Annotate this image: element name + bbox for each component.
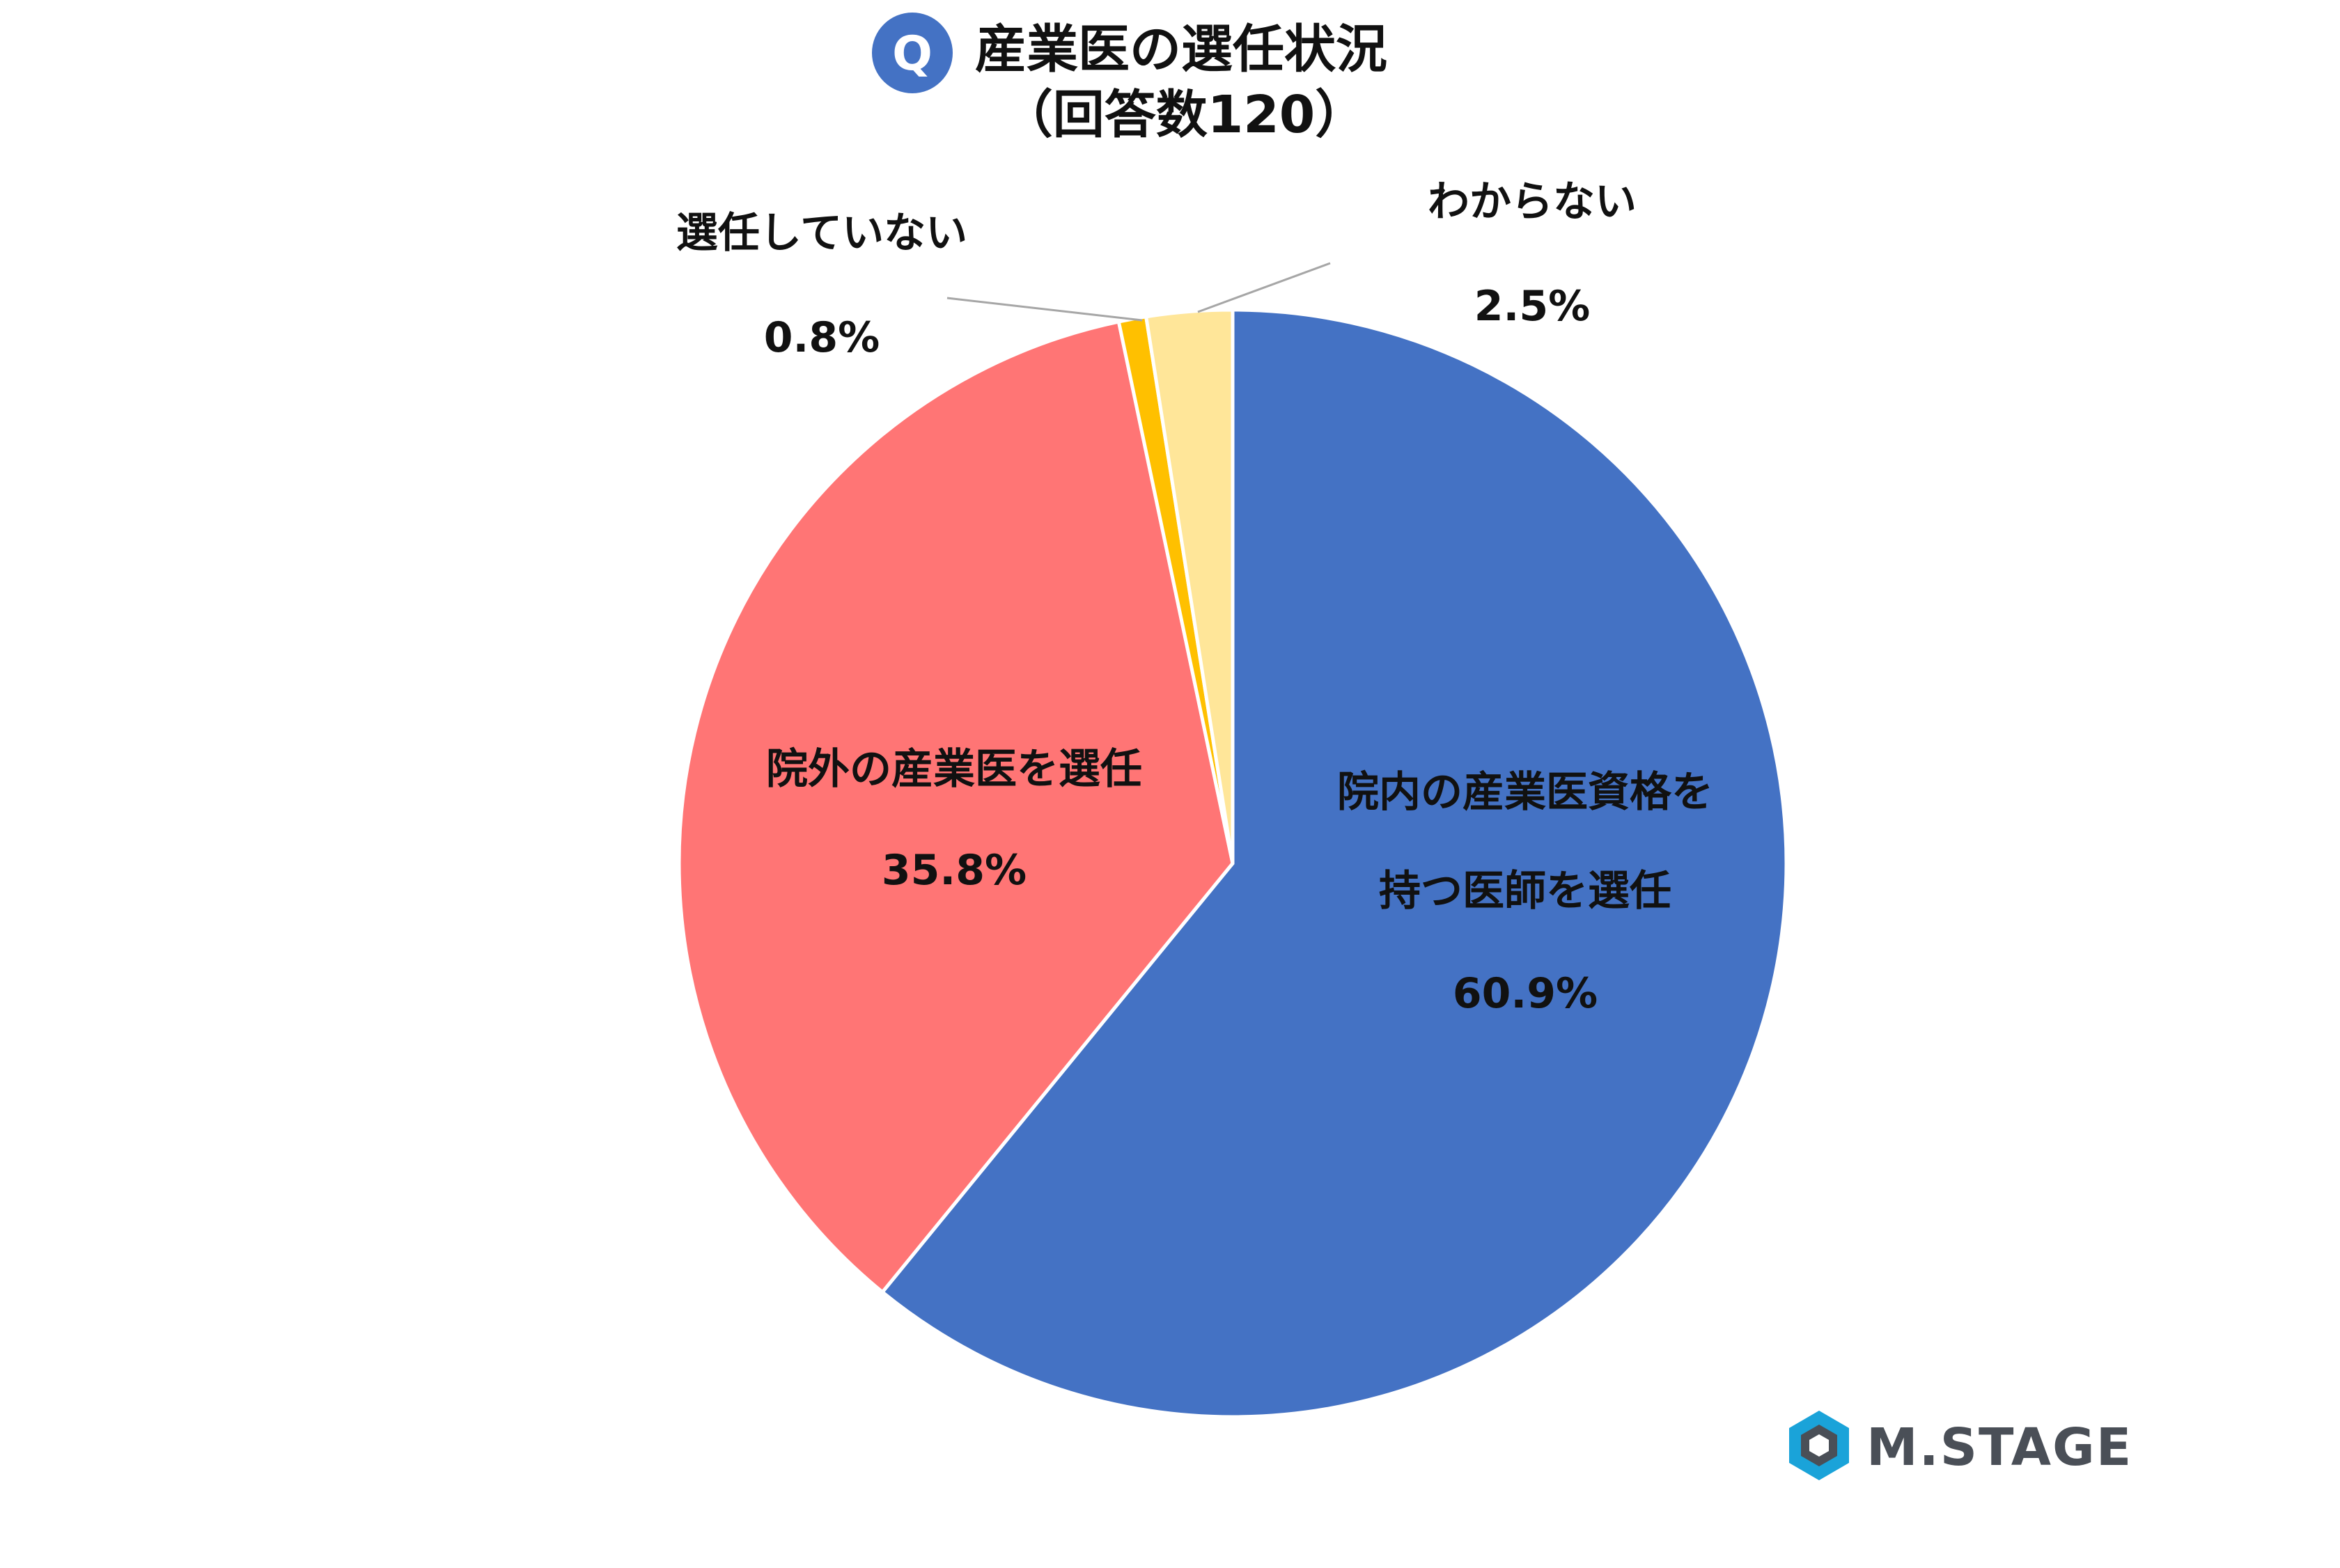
pie-slice-3 <box>1144 308 1235 865</box>
slice-category-label-0: 院内の産業医資格を <box>1337 768 1713 817</box>
pie-slice-0 <box>880 308 1788 1419</box>
slice-category-label-0: 持つ医師を選任 <box>1379 867 1671 916</box>
slice-category-label-2: 選任していない <box>676 209 967 258</box>
slice-value-label-3: 2.5% <box>1474 282 1590 331</box>
leader-line-3 <box>1197 262 1331 313</box>
question-badge <box>872 13 953 93</box>
question-badge-letter: Q <box>892 26 933 81</box>
m-stage-logo: M.STAGE <box>1789 1411 2132 1480</box>
leader-lines <box>946 262 1331 322</box>
pie-slices <box>677 308 1788 1419</box>
logo-text: M.STAGE <box>1866 1418 2132 1477</box>
pie-slice-1 <box>677 320 1235 1294</box>
slice-value-label-0: 60.9% <box>1453 969 1598 1018</box>
chart-title-line2: （回答数120） <box>1001 85 1366 145</box>
leader-line-2 <box>946 297 1143 322</box>
chart-title-line1: 産業医の選任状況 <box>975 19 1387 79</box>
slice-category-label-3: わからない <box>1428 178 1637 226</box>
chart-title: Q 産業医の選任状況 （回答数120） <box>872 13 1387 145</box>
slice-value-label-1: 35.8% <box>882 846 1027 895</box>
slice-category-label-1: 院外の産業医を選任 <box>766 745 1142 794</box>
slice-value-label-2: 0.8% <box>764 313 880 362</box>
logo-hexagon-core <box>1809 1434 1829 1457</box>
